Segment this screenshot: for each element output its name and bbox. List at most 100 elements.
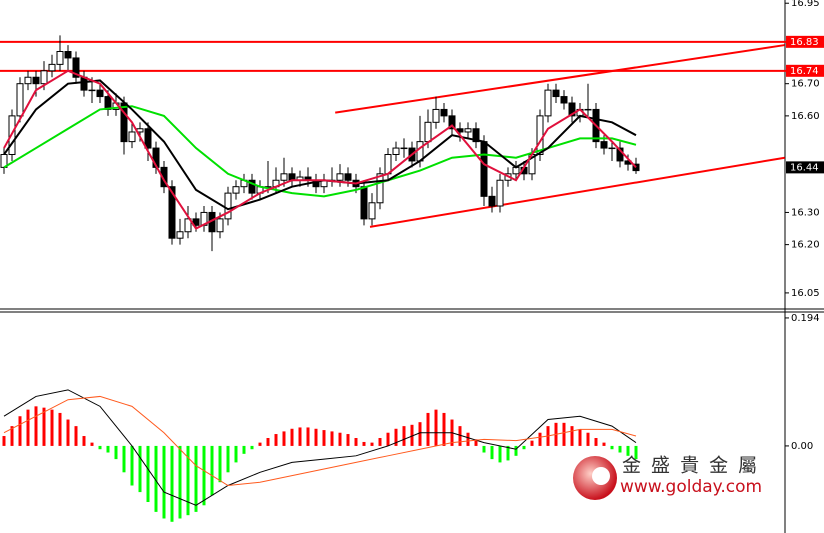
candle-body	[376, 173, 384, 204]
macd-bar	[98, 445, 102, 450]
candle-body	[600, 141, 608, 149]
candle-body	[480, 141, 488, 197]
macd-bar	[466, 432, 470, 446]
candle-body	[248, 179, 256, 194]
macd-bar	[586, 432, 590, 446]
candle-body	[88, 89, 96, 92]
macd-bar	[370, 442, 374, 446]
macd-bar	[138, 445, 142, 493]
candle-body	[440, 108, 448, 117]
candle-body	[48, 63, 56, 72]
macd-bar	[610, 445, 614, 450]
y-tick-label: 16.70	[791, 79, 820, 90]
macd-line	[3, 389, 637, 506]
macd-bar	[402, 426, 406, 446]
macd-bar	[298, 427, 302, 446]
candle-body	[160, 166, 168, 188]
macd-bar	[346, 434, 350, 446]
macd-bar	[290, 428, 294, 446]
trend-line	[369, 156, 785, 228]
macd-bar	[498, 445, 502, 463]
macd-bar	[34, 406, 38, 446]
candle-body	[168, 186, 176, 239]
candle-body	[280, 173, 288, 181]
macd-bar	[434, 409, 438, 446]
candle-body	[496, 179, 504, 207]
macd-bar	[154, 445, 158, 512]
macd-bar	[10, 426, 14, 446]
candle-body	[56, 51, 64, 65]
macd-bar	[202, 445, 206, 506]
candle-body	[344, 173, 352, 181]
macd-bar	[82, 436, 86, 446]
macd-bar	[258, 442, 262, 446]
candle-body	[336, 173, 344, 181]
macd-bar	[426, 412, 430, 446]
candle-body	[176, 231, 184, 239]
candle-body	[24, 76, 32, 85]
candle-body	[392, 147, 400, 155]
candle-body	[144, 128, 152, 149]
candle-body	[232, 186, 240, 194]
macd-bar	[130, 445, 134, 486]
candle-body	[472, 128, 480, 143]
macd-bar	[146, 445, 150, 502]
macd-bar	[26, 409, 30, 446]
macd-bar	[418, 422, 422, 446]
macd-bar	[338, 432, 342, 446]
macd-bar	[234, 445, 238, 463]
macd-bar	[474, 439, 478, 446]
macd-bar	[314, 428, 318, 446]
macd-bar	[274, 434, 278, 446]
macd-bar	[282, 431, 286, 446]
price-level-label: 16.83	[790, 37, 819, 48]
candle-body	[424, 121, 432, 143]
candle-body	[368, 202, 376, 220]
candle-body	[608, 147, 616, 150]
macd-bar	[218, 445, 222, 483]
trend-line	[335, 44, 785, 114]
macd-bar	[170, 445, 174, 522]
y-tick-label: 16.05	[791, 288, 820, 299]
macd-bar	[210, 445, 214, 496]
macd-bar	[2, 436, 6, 446]
candle-body	[432, 108, 440, 123]
logo-name: 金 盛 貴 金 屬	[622, 455, 759, 477]
macd-bar	[386, 432, 390, 446]
candle-body	[544, 89, 552, 117]
macd-bar	[226, 445, 230, 473]
macd-bar	[378, 438, 382, 446]
macd-bar	[50, 409, 54, 446]
candle-body	[360, 186, 368, 220]
macd-bar	[194, 445, 198, 512]
macd-bar	[570, 426, 574, 446]
candle-body	[560, 96, 568, 104]
macd-bar	[106, 445, 110, 453]
candle-body	[72, 57, 80, 78]
candle-body	[552, 89, 560, 98]
macd-bar	[242, 445, 246, 454]
price-level-label: 16.74	[790, 66, 819, 77]
macd-bar	[42, 407, 46, 446]
macd-bar	[90, 442, 94, 446]
macd-bar	[122, 445, 126, 473]
macd-bar	[490, 445, 494, 460]
macd-bar	[186, 445, 190, 516]
macd-bar	[178, 445, 182, 519]
price-level-tag	[786, 64, 824, 77]
y-tick-label: 16.60	[791, 111, 820, 122]
y-tick-label: 16.30	[791, 207, 820, 218]
macd-bar	[354, 438, 358, 446]
macd-bar	[482, 445, 486, 453]
plot-area: 16.95 16.70 16.60 16.30 16.20 16.05 16.83 16.74…	[0, 0, 824, 522]
macd-bar	[594, 438, 598, 446]
macd-bar	[458, 426, 462, 446]
macd-bar	[322, 430, 326, 446]
candle-body	[64, 51, 72, 59]
logo-url: www.golday.com	[620, 477, 762, 497]
candle-body	[464, 128, 472, 133]
candle-body	[400, 147, 408, 150]
candle-body	[184, 218, 192, 233]
candle-body	[40, 70, 48, 85]
